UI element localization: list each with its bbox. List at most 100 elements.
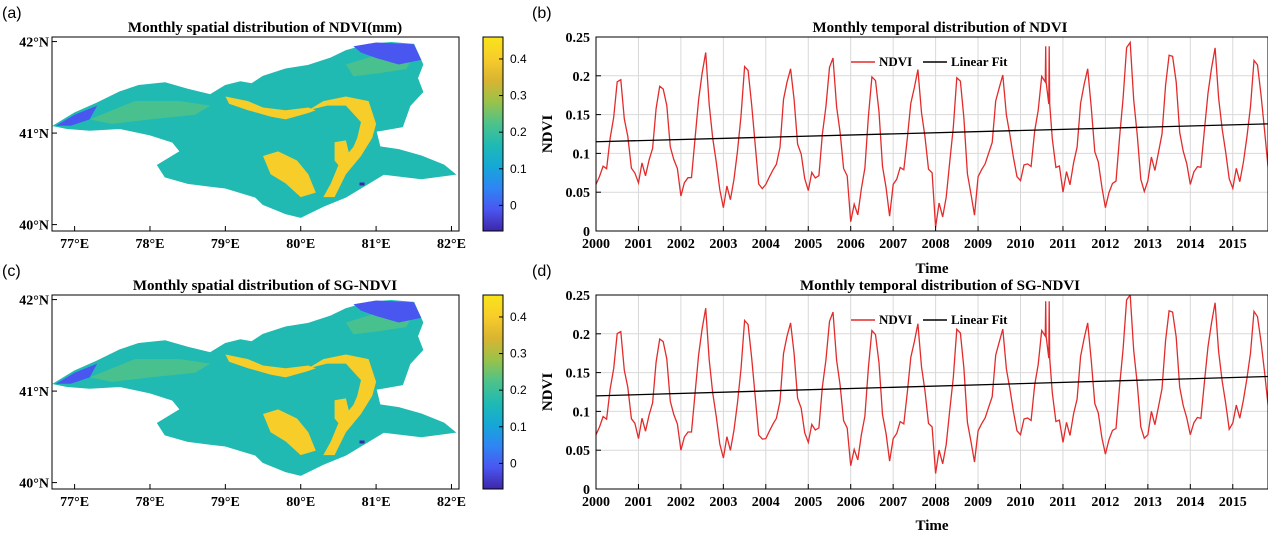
x-tick-label: 2002 — [667, 237, 695, 252]
x-tick-label: 77°E — [60, 237, 89, 252]
x-tick-label: 81°E — [362, 237, 391, 252]
plot-d-xlabel: Time — [915, 518, 948, 534]
colorbar-bar — [482, 36, 504, 232]
x-tick-label: 78°E — [136, 237, 165, 252]
y-tick-label: 40°N — [19, 477, 49, 492]
x-tick-label: 2001 — [624, 237, 652, 252]
y-tick-label: 0 — [583, 225, 590, 240]
x-tick-label: 2002 — [667, 495, 695, 510]
y-tick-label: 40°N — [19, 219, 49, 234]
map-c-region — [52, 299, 457, 476]
colorbar-tick-label: 0.4 — [510, 52, 527, 66]
plot-d-ylabel: NDVI — [540, 373, 556, 411]
y-tick-label: 0.05 — [566, 444, 591, 459]
panel-b-title: Monthly temporal distribution of NDVI — [812, 20, 1067, 36]
low-ndvi-patch — [353, 300, 422, 323]
lake-mark — [359, 182, 365, 186]
y-tick-label: 42°N — [19, 36, 49, 51]
low-ndvi-patch — [55, 363, 98, 384]
high-ndvi-patch — [89, 101, 211, 124]
y-tick-label: 41°N — [19, 385, 49, 400]
map-c-ticks: 77°E 78°E 79°E 80°E 81°E 82°E 40°N 41°N 42°N — [19, 294, 466, 510]
x-tick-label: 2003 — [709, 495, 737, 510]
y-tick-label: 0.05 — [566, 186, 591, 201]
panel-d-title: Monthly temporal distribution of SG-NDVI — [800, 278, 1080, 294]
ndvi-series-line — [596, 40, 1268, 228]
map-a-region — [52, 41, 457, 218]
region-outline — [52, 41, 457, 218]
oasis-patch — [334, 140, 350, 170]
x-tick-label: 2015 — [1219, 237, 1247, 252]
linear-fit-line — [596, 375, 1268, 397]
x-tick-label: 2013 — [1134, 495, 1162, 510]
y-tick-label: 0.15 — [566, 367, 591, 382]
y-tick-label: 0.25 — [566, 289, 591, 304]
ndvi-series-line — [596, 295, 1268, 474]
oasis-patch — [225, 354, 316, 378]
x-tick-label: 82°E — [437, 495, 466, 510]
x-tick-label: 2004 — [752, 237, 780, 252]
plot-d-legend: NDVI Linear Fit — [851, 312, 1008, 327]
panel-c-title: Monthly spatial distribution of SG-NDVI — [133, 278, 397, 294]
lake-mark — [359, 440, 365, 444]
y-tick-label: 41°N — [19, 127, 49, 142]
x-tick-label: 2010 — [1007, 237, 1035, 252]
plot-d-frame — [595, 294, 1268, 490]
panel-a-title: Monthly spatial distribution of NDVI(mm) — [128, 20, 402, 36]
colorbar-tick-label: 0 — [510, 198, 517, 212]
x-tick-label: 2012 — [1091, 237, 1119, 252]
oasis-patch — [225, 96, 316, 120]
y-tick-label: 0 — [583, 483, 590, 498]
x-tick-label: 80°E — [286, 495, 315, 510]
x-tick-label: 80°E — [286, 237, 315, 252]
panel-a-label: (a) — [2, 5, 22, 22]
oasis-patch — [263, 151, 316, 198]
x-tick-label: 2014 — [1176, 495, 1204, 510]
colorbar-tick-label: 0.1 — [510, 162, 527, 176]
high-ndvi-patch — [89, 359, 211, 382]
x-tick-label: 79°E — [211, 495, 240, 510]
y-tick-label: 0.15 — [566, 109, 591, 124]
x-tick-label: 2010 — [1007, 495, 1035, 510]
x-tick-label: 2006 — [837, 237, 865, 252]
colorbar-tick-label: 0.2 — [510, 383, 527, 397]
low-ndvi-patch — [353, 42, 422, 65]
legend-ndvi-label: NDVI — [879, 54, 912, 69]
colorbar-tick-label: 0.4 — [510, 310, 527, 324]
y-tick-label: 0.2 — [573, 70, 591, 85]
panel-d-label: (d) — [532, 263, 552, 280]
x-tick-label: 2007 — [879, 237, 907, 252]
x-tick-label: 2005 — [794, 495, 822, 510]
colorbar-tick-label: 0.3 — [510, 89, 527, 103]
y-tick-label: 0.2 — [573, 328, 591, 343]
plot-d-ticks: 2000 2001 2002 2003 2004 2005 2006 2007 2008 2009… — [566, 289, 1247, 510]
x-tick-label: 2001 — [624, 495, 652, 510]
low-ndvi-patch — [55, 105, 98, 126]
plot-b-legend: NDVI Linear Fit — [851, 54, 1008, 69]
x-tick-label: 2000 — [582, 495, 610, 510]
x-tick-label: 2011 — [1049, 495, 1076, 510]
plot-b-frame — [595, 36, 1268, 232]
map-panel-c: 77°E 78°E 79°E 80°E 81°E 82°E 40°N 41°N 42°N 0 0.… — [19, 294, 527, 510]
plot-b-ticks: 2000 2001 2002 2003 2004 2005 2006 2007 2008 2009… — [566, 31, 1247, 252]
legend-fit-label: Linear Fit — [951, 54, 1008, 69]
y-tick-label: 0.25 — [566, 31, 591, 46]
map-a-colorbar: 0 0.1 0.2 0.3 0.4 — [482, 36, 527, 232]
x-tick-label: 2003 — [709, 237, 737, 252]
x-tick-label: 82°E — [437, 237, 466, 252]
x-tick-label: 77°E — [60, 495, 89, 510]
x-tick-label: 2007 — [879, 495, 907, 510]
legend-ndvi-label: NDVI — [879, 312, 912, 327]
x-tick-label: 2005 — [794, 237, 822, 252]
map-panel-a: 77°E 78°E 79°E 80°E 81°E 82°E 40°N 41°N 42°N 0 0.… — [19, 36, 527, 252]
map-a-ticks: 77°E 78°E 79°E 80°E 81°E 82°E 40°N 41°N 42°N — [19, 36, 466, 252]
region-outline — [52, 299, 457, 476]
x-tick-label: 78°E — [136, 495, 165, 510]
x-tick-label: 2008 — [922, 495, 950, 510]
x-tick-label: 2004 — [752, 495, 780, 510]
x-tick-label: 2008 — [922, 237, 950, 252]
colorbar-tick-label: 0 — [510, 456, 517, 470]
x-tick-label: 2009 — [964, 237, 992, 252]
colorbar-tick-label: 0.2 — [510, 125, 527, 139]
